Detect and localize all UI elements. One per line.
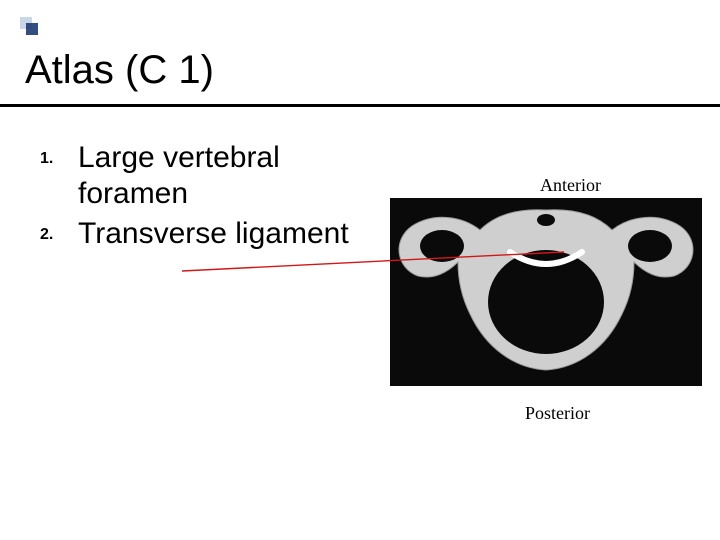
atlas-vertebra-figure [390, 198, 702, 386]
list-number: 2. [40, 216, 78, 244]
list-number: 1. [40, 140, 78, 168]
title-underline [0, 104, 720, 107]
page-title: Atlas (C 1) [25, 48, 214, 93]
list-text: Large vertebral foramen [78, 140, 370, 212]
list-item: 1. Large vertebral foramen [40, 140, 370, 212]
anterior-label: Anterior [540, 175, 601, 196]
posterior-label: Posterior [525, 403, 590, 424]
feature-list: 1. Large vertebral foramen 2. Transverse… [40, 140, 370, 256]
title-bullet-icon [20, 17, 42, 39]
list-text: Transverse ligament [78, 216, 349, 252]
list-item: 2. Transverse ligament [40, 216, 370, 252]
